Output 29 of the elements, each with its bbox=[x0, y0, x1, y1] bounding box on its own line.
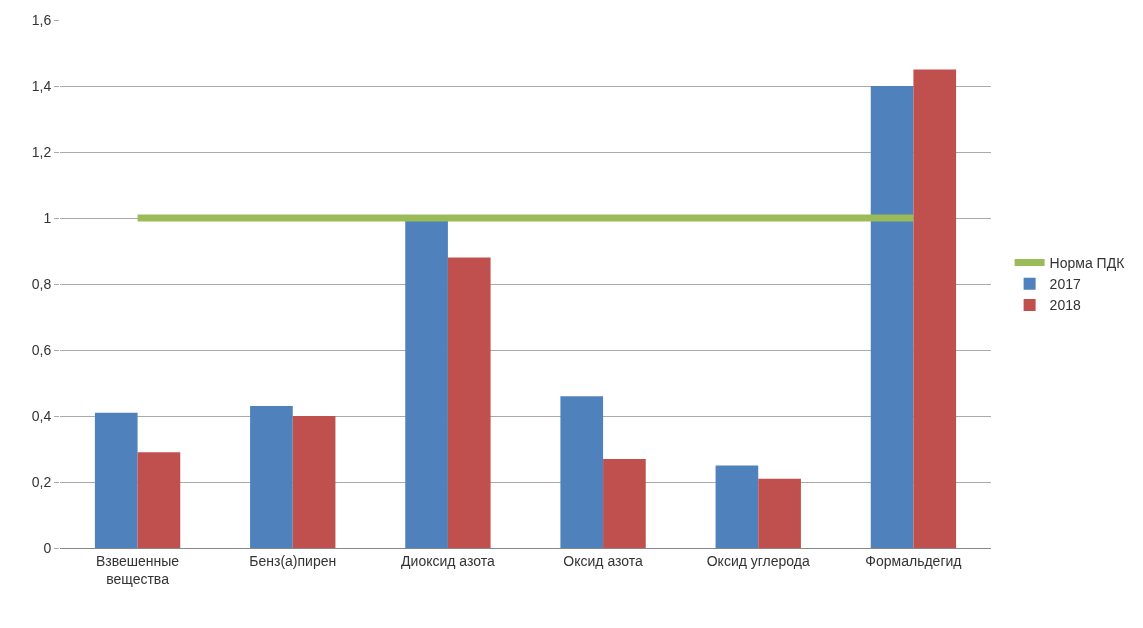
y-tick-label: 0,6 bbox=[31, 341, 52, 358]
y-tick-label: 0,8 bbox=[31, 275, 52, 292]
x-tick-label: Бенз(а)пирен bbox=[249, 552, 337, 569]
bar bbox=[758, 478, 801, 548]
x-tick-label: Оксид азота bbox=[563, 552, 644, 569]
legend-label: 2018 bbox=[1049, 297, 1081, 314]
y-tick-label: 0,4 bbox=[31, 407, 52, 424]
y-tick-label: 1,6 bbox=[31, 11, 52, 28]
x-tick-label: Диоксид азота bbox=[401, 552, 495, 569]
bar bbox=[913, 69, 957, 548]
x-tick-label: Взвешенные вещества bbox=[96, 552, 180, 587]
bar bbox=[715, 465, 759, 548]
bar bbox=[250, 406, 293, 548]
y-tick-label: 0 bbox=[43, 539, 52, 556]
bar bbox=[870, 86, 914, 548]
legend-label: Норма ПДК bbox=[1049, 255, 1126, 272]
bar bbox=[560, 396, 604, 548]
x-tick-label: Оксид углерода bbox=[706, 552, 810, 569]
y-tick-label: 1 bbox=[43, 209, 52, 226]
legend-label: 2017 bbox=[1049, 276, 1081, 293]
bar bbox=[94, 412, 138, 548]
bar bbox=[292, 416, 336, 548]
bar bbox=[137, 452, 181, 548]
x-tick-label: Формальдегид bbox=[865, 552, 962, 569]
y-tick-label: 0,2 bbox=[31, 473, 52, 490]
bar bbox=[447, 257, 491, 548]
y-tick-label: 1,4 bbox=[31, 77, 52, 94]
y-tick-label: 1,2 bbox=[31, 143, 52, 160]
bar bbox=[603, 458, 646, 548]
